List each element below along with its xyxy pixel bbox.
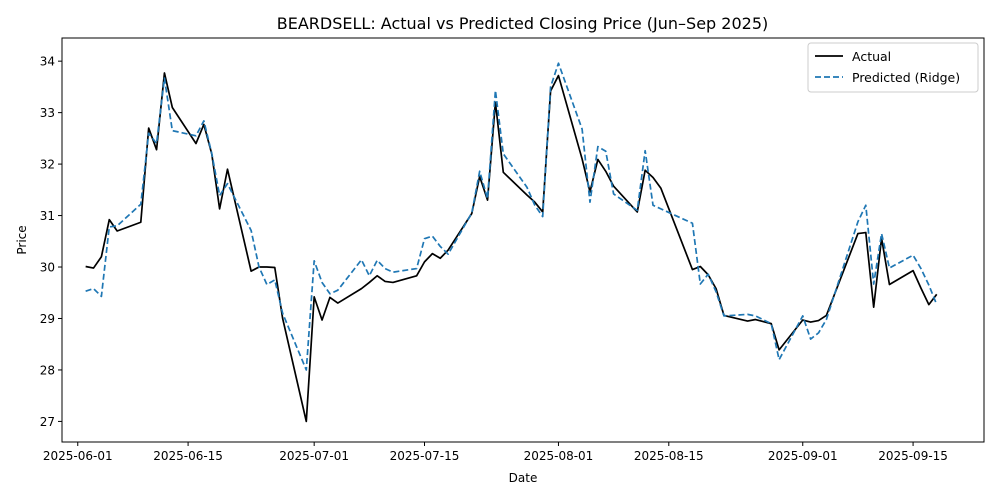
legend-label-predicted: Predicted (Ridge) xyxy=(852,70,960,85)
legend-box xyxy=(807,42,979,93)
x-axis-label: Date xyxy=(509,471,538,485)
x-tick-label: 2025-07-01 xyxy=(279,449,349,463)
y-tick-label: 29 xyxy=(40,312,55,326)
y-tick-label: 34 xyxy=(40,55,55,69)
x-tick-label: 2025-06-01 xyxy=(43,449,113,463)
y-tick-label: 30 xyxy=(40,261,55,275)
y-axis-label: Price xyxy=(15,225,29,254)
series-line-predicted xyxy=(85,62,938,371)
legend: Actual Predicted (Ridge) xyxy=(807,42,979,93)
series-line-actual xyxy=(85,72,938,423)
x-tick-label: 2025-07-15 xyxy=(390,449,460,463)
x-tick-label: 2025-09-01 xyxy=(768,449,838,463)
plot-frame xyxy=(61,37,985,443)
x-tick-label: 2025-09-15 xyxy=(878,449,948,463)
chart-title: BEARDSELL: Actual vs Predicted Closing P… xyxy=(277,14,768,33)
x-axis: 2025-06-01 2025-06-15 2025-07-01 2025-07-15… xyxy=(43,442,948,463)
legend-label-actual: Actual xyxy=(852,49,891,64)
y-axis: 27 28 29 30 31 32 33 34 xyxy=(40,55,62,429)
x-tick-label: 2025-06-15 xyxy=(153,449,223,463)
y-tick-label: 31 xyxy=(40,209,55,223)
y-tick-label: 33 xyxy=(40,106,55,120)
y-tick-label: 27 xyxy=(40,415,55,429)
x-tick-label: 2025-08-15 xyxy=(634,449,704,463)
y-tick-label: 28 xyxy=(40,363,55,377)
y-tick-label: 32 xyxy=(40,158,55,172)
x-tick-label: 2025-08-01 xyxy=(524,449,594,463)
plot-area xyxy=(85,62,938,423)
